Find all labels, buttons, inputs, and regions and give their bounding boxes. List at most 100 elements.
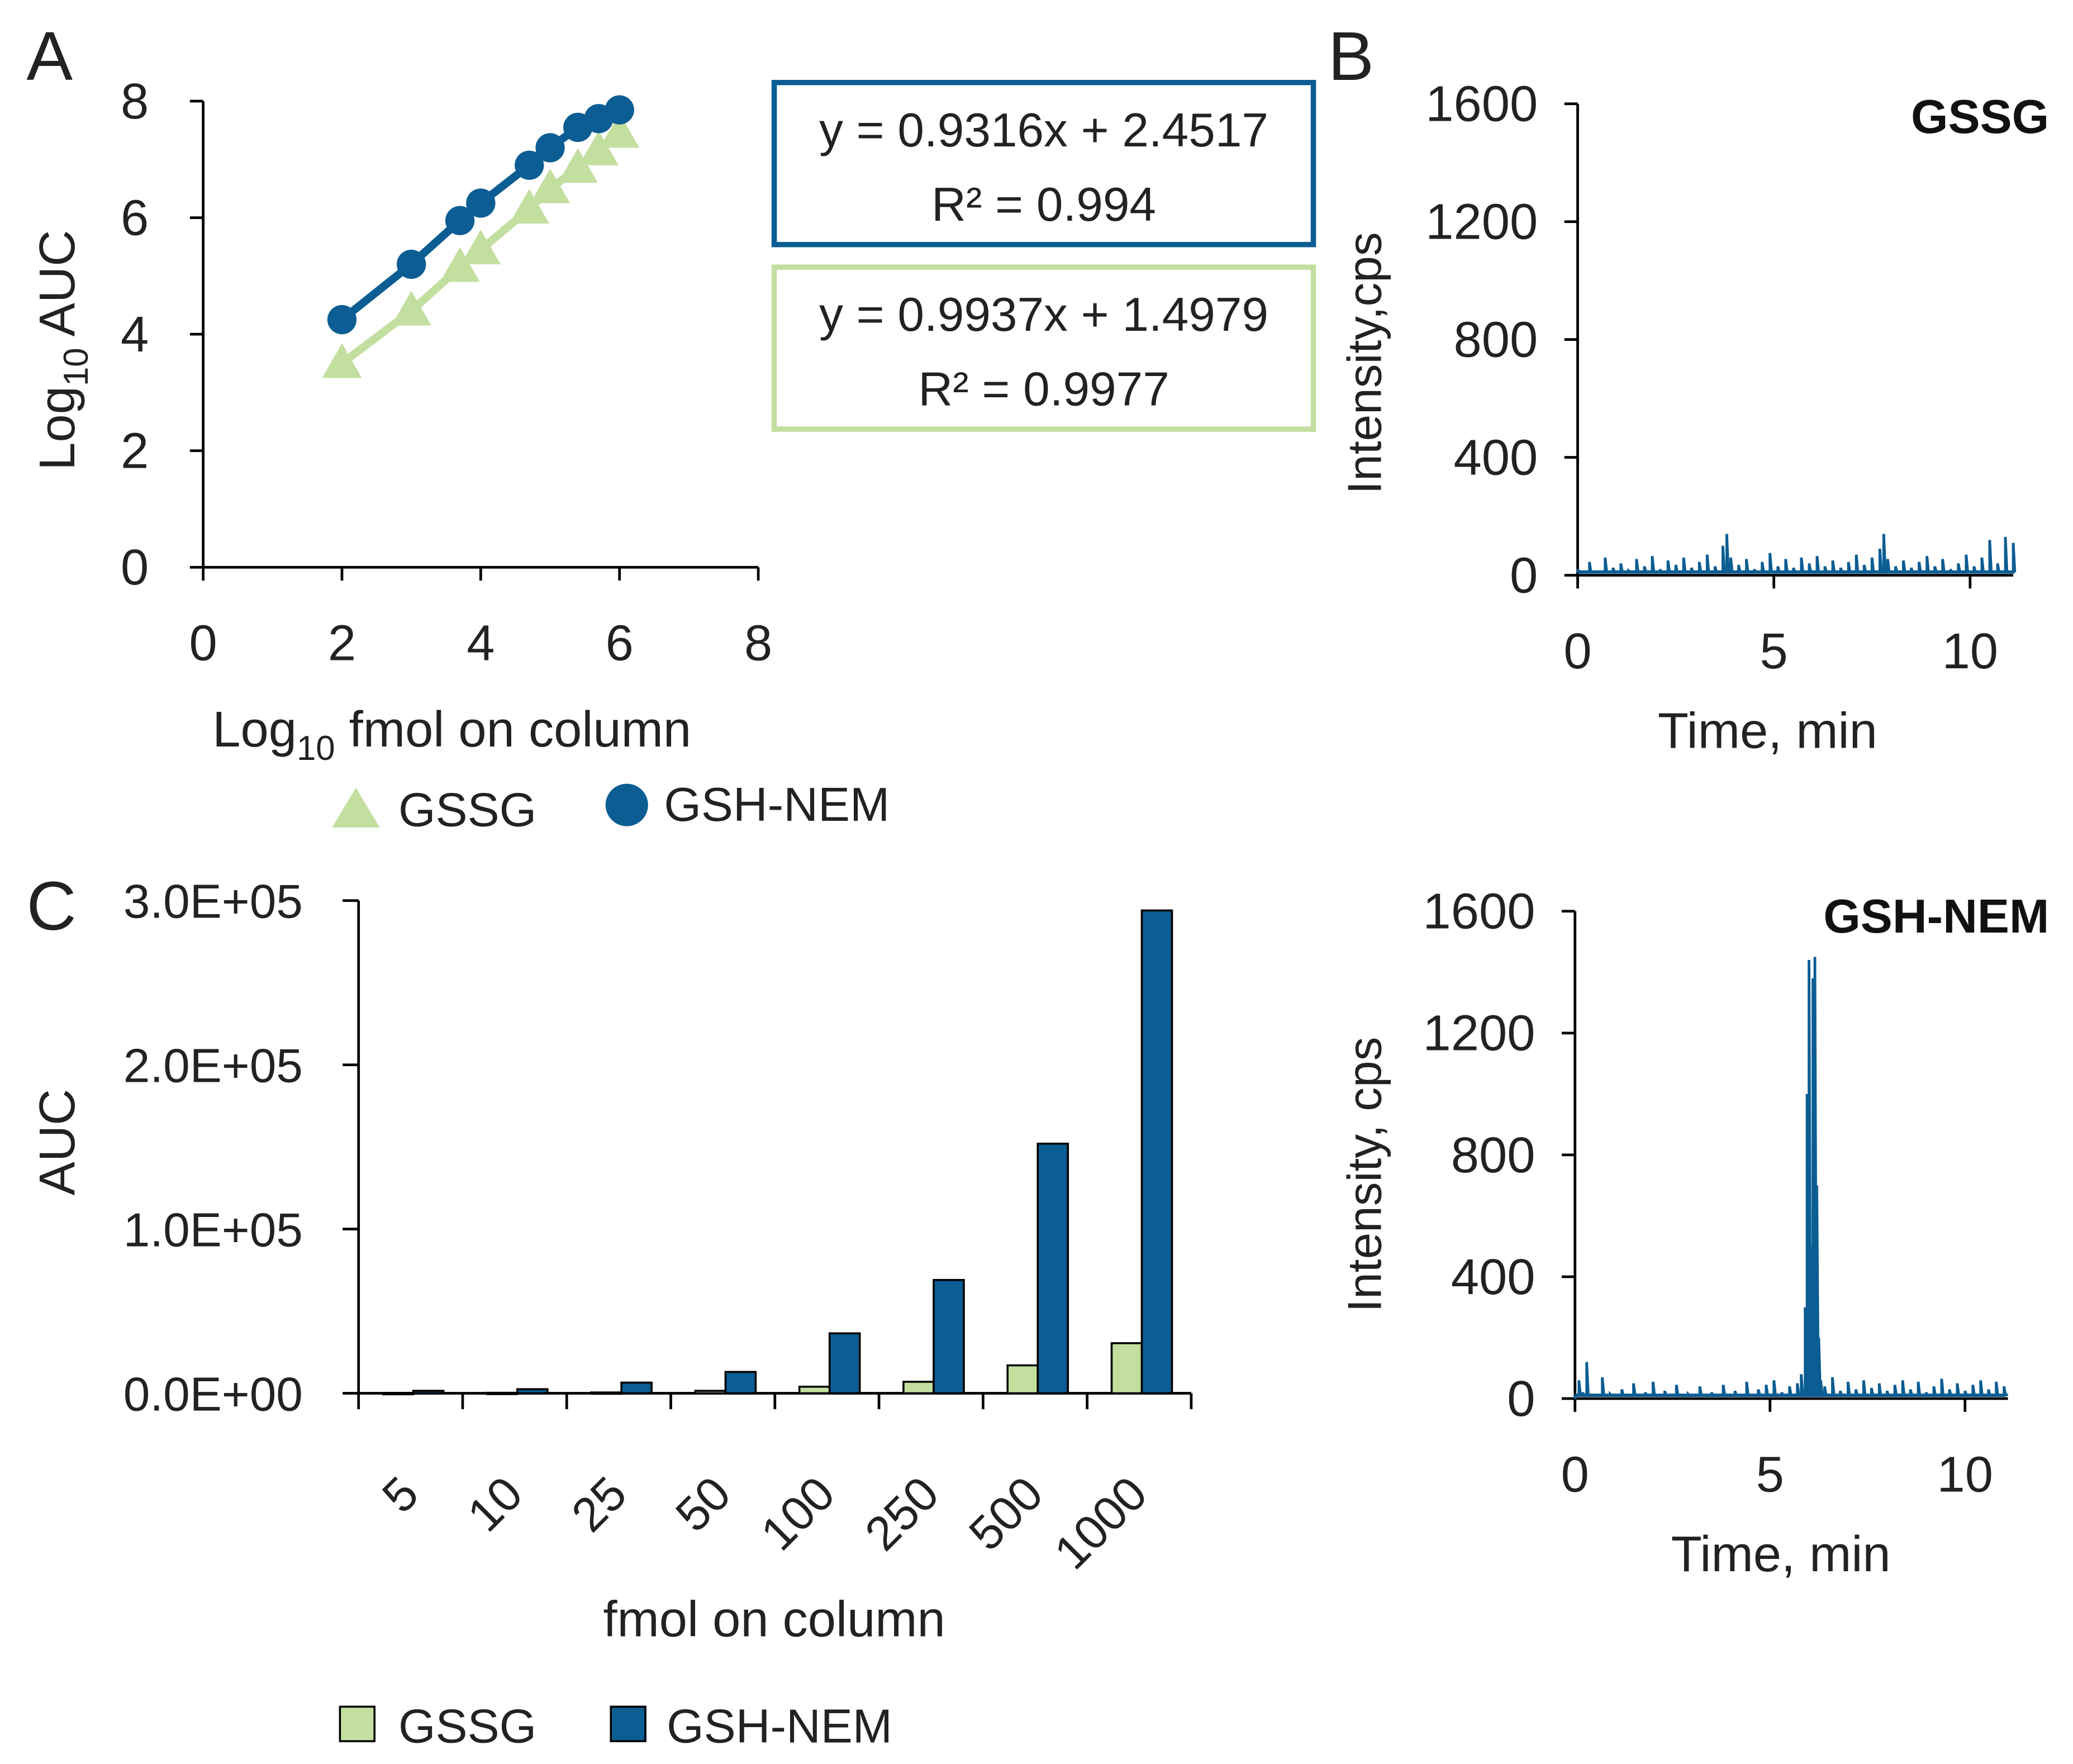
gssg-point bbox=[440, 247, 480, 282]
c-legend-gsh-label: GSH-NEM bbox=[667, 1700, 892, 1753]
b1-x-axis-label: Time, min bbox=[1658, 702, 1877, 759]
panel-label-c: C bbox=[27, 868, 77, 945]
gssg-bar bbox=[486, 1391, 519, 1395]
c-category-label: 50 bbox=[666, 1467, 741, 1542]
b2-y-tick-label: 1200 bbox=[1423, 1005, 1535, 1062]
gsh-nem-bar bbox=[1140, 909, 1173, 1395]
a-x-tick-label: 6 bbox=[606, 615, 634, 672]
gssg-point bbox=[600, 113, 640, 148]
a-x-tick-label: 4 bbox=[467, 615, 495, 672]
equation-gsh-line2: R² = 0.994 bbox=[931, 178, 1156, 231]
a-y-tick-label: 8 bbox=[121, 73, 149, 130]
b1-y-tick-label: 1200 bbox=[1425, 194, 1538, 250]
b2-y-tick-label: 0 bbox=[1507, 1371, 1535, 1427]
gsh-nem-point bbox=[327, 305, 357, 335]
panel-b-top-chart: 0 5 10 0 400 800 1200 1600 GSSG Intensity,cps T… bbox=[1339, 76, 2049, 759]
gssg-point bbox=[558, 148, 598, 183]
gsh-nem-point bbox=[605, 95, 634, 125]
gssg-point bbox=[460, 230, 501, 265]
equation-gsh-line1: y = 0.9316x + 2.4517 bbox=[819, 104, 1268, 157]
equation-gssg-line2: R² = 0.9977 bbox=[918, 363, 1169, 416]
panel-label-a: A bbox=[27, 18, 73, 95]
gsh-nem-bar bbox=[724, 1371, 757, 1395]
panel-c-chart: 0.0E+00 1.0E+05 2.0E+05 3.0E+05 5 10 25 50 100 2… bbox=[29, 876, 1193, 1753]
a-x-tick-label: 8 bbox=[744, 615, 772, 672]
gssg-point bbox=[578, 130, 619, 165]
b2-y-tick-label: 800 bbox=[1451, 1127, 1535, 1183]
c-y-tick-label: 1.0E+05 bbox=[123, 1204, 303, 1257]
c-y-tick-label: 3.0E+05 bbox=[123, 876, 303, 929]
a-legend-gsh-label: GSH-NEM bbox=[664, 778, 890, 831]
a-x-tick-label: 2 bbox=[328, 615, 356, 672]
b2-x-axis-label: Time, min bbox=[1671, 1526, 1891, 1582]
b1-x-tick-label: 5 bbox=[1760, 623, 1788, 679]
c-legend-gssg-swatch bbox=[339, 1705, 376, 1742]
c-legend-gssg-label: GSSG bbox=[398, 1700, 536, 1753]
c-category-label: 5 bbox=[372, 1467, 429, 1523]
c-legend: GSSG GSH-NEM bbox=[339, 1700, 892, 1753]
b1-y-tick-label: 400 bbox=[1454, 429, 1538, 486]
gssg-point bbox=[530, 168, 570, 203]
b1-x-tick-label: 0 bbox=[1563, 623, 1591, 679]
gsh-nem-point bbox=[445, 206, 475, 235]
panel-a-chart: 0 2 4 6 8 0 2 4 6 8 Log10 AUC Log10 fmol on colum… bbox=[29, 73, 1316, 837]
gssg-bar bbox=[694, 1390, 727, 1395]
equation-box-gsh: y = 0.9316x + 2.4517 R² = 0.994 bbox=[771, 79, 1316, 248]
a-legend: GSSG GSH-NEM bbox=[332, 778, 890, 837]
a-y-axis-label: Log10 AUC bbox=[29, 230, 96, 470]
gssg-bar bbox=[590, 1391, 622, 1395]
c-y-tick-label: 0.0E+00 bbox=[123, 1368, 303, 1421]
a-legend-gsh-marker bbox=[605, 783, 648, 826]
gsh-nem-bar bbox=[620, 1381, 653, 1395]
gssg-bar bbox=[382, 1392, 415, 1396]
c-category-label: 25 bbox=[562, 1467, 636, 1542]
c-category-label: 1000 bbox=[1044, 1467, 1157, 1580]
gssg-point bbox=[391, 291, 431, 326]
a-x-axis-label: Log10 fmol on column bbox=[212, 701, 691, 768]
b1-y-tick-label: 1600 bbox=[1425, 76, 1538, 132]
gsh-nem-bar bbox=[1036, 1142, 1069, 1395]
b2-y-axis-label: Intensity, cps bbox=[1339, 1037, 1392, 1313]
b1-title: GSSG bbox=[1911, 91, 2049, 144]
a-y-tick-label: 6 bbox=[121, 189, 149, 246]
gssg-point bbox=[509, 189, 549, 224]
panel-label-b: B bbox=[1328, 18, 1374, 95]
b1-trace-line bbox=[1576, 534, 2017, 574]
b2-trace-line bbox=[1573, 957, 2007, 1400]
gsh-nem-point bbox=[466, 188, 496, 218]
gsh-nem-point bbox=[397, 249, 426, 279]
a-legend-gssg-marker bbox=[332, 787, 380, 828]
gsh-nem-bar bbox=[516, 1388, 549, 1395]
gsh-nem-point bbox=[515, 150, 544, 180]
a-y-tick-label: 0 bbox=[121, 539, 149, 596]
c-category-label: 500 bbox=[959, 1467, 1053, 1561]
b2-y-tick-label: 400 bbox=[1451, 1249, 1535, 1305]
b2-x-tick-label: 5 bbox=[1756, 1446, 1784, 1503]
c-category-label: 250 bbox=[855, 1467, 949, 1561]
b1-x-tick-label: 10 bbox=[1942, 623, 1998, 679]
c-x-axis-label: fmol on column bbox=[603, 1591, 945, 1647]
c-y-axis-label: AUC bbox=[29, 1089, 85, 1196]
b2-y-tick-label: 1600 bbox=[1423, 883, 1535, 940]
gssg-point bbox=[322, 343, 362, 378]
c-category-label: 10 bbox=[458, 1467, 532, 1542]
b2-title: GSH-NEM bbox=[1823, 890, 2049, 943]
gsh-nem-point bbox=[535, 133, 565, 163]
gssg-bar bbox=[1006, 1364, 1039, 1395]
panel-b-bottom-chart: 0 5 10 0 400 800 1200 1600 GSH-NEM Intensity, c… bbox=[1339, 883, 2049, 1582]
b2-x-tick-label: 10 bbox=[1937, 1446, 1993, 1503]
a-legend-gssg-label: GSSG bbox=[398, 784, 536, 837]
c-category-label: 100 bbox=[751, 1467, 845, 1561]
b1-y-axis-label: Intensity,cps bbox=[1339, 232, 1392, 494]
gsh-nem-bar bbox=[933, 1278, 965, 1395]
gsh-nem-bar bbox=[828, 1332, 861, 1395]
gssg-bar bbox=[902, 1381, 935, 1395]
gssg-bar bbox=[798, 1385, 831, 1395]
b1-y-tick-label: 800 bbox=[1454, 312, 1538, 368]
b2-x-tick-label: 0 bbox=[1561, 1446, 1589, 1503]
equation-gssg-line1: y = 0.9937x + 1.4979 bbox=[819, 288, 1268, 341]
b1-y-tick-label: 0 bbox=[1510, 547, 1538, 603]
a-y-tick-label: 2 bbox=[121, 423, 149, 479]
gsh-nem-bar bbox=[412, 1390, 445, 1395]
